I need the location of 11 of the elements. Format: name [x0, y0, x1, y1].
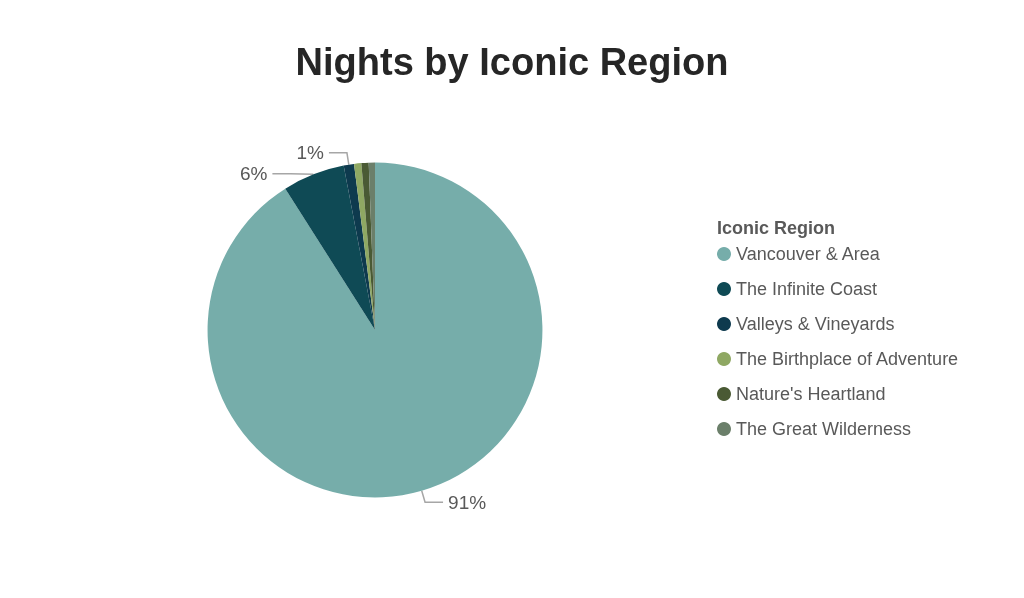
- legend-label: The Infinite Coast: [736, 279, 878, 299]
- legend-label: The Great Wilderness: [736, 419, 912, 439]
- data-label: 6%: [239, 163, 268, 185]
- legend-label: The Birthplace of Adventure: [736, 349, 959, 369]
- legend-title: Iconic Region: [717, 218, 836, 238]
- data-label: 1%: [296, 142, 325, 164]
- legend-label: Nature's Heartland: [736, 384, 886, 404]
- data-label: 91%: [448, 491, 487, 513]
- chart-title: Nights by Iconic Region: [295, 41, 729, 83]
- legend-label: Valleys & Vineyards: [736, 314, 895, 334]
- legend-label: Vancouver & Area: [736, 244, 881, 264]
